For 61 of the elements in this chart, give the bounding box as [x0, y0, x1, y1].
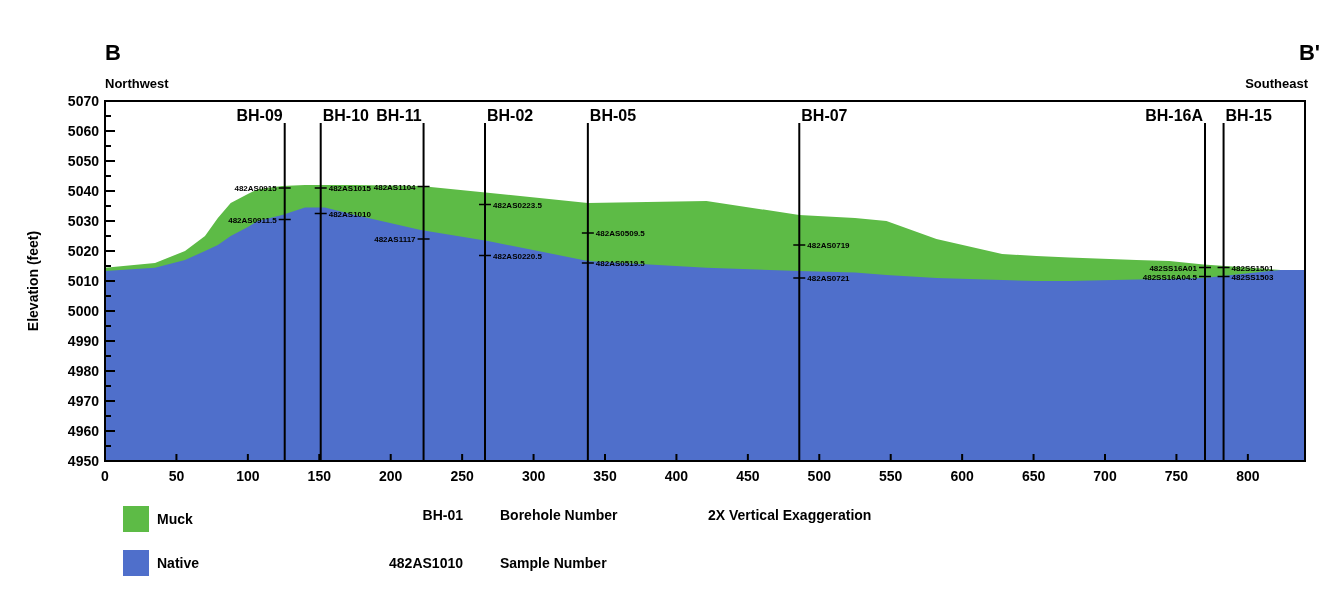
annotation: 482AS0220.5: [493, 251, 543, 261]
x-tick-label: 300: [521, 468, 546, 484]
y-tick-label: 5050: [67, 153, 100, 169]
text: 2X Vertical Exaggeration: [708, 507, 872, 523]
y-tick-label: 4970: [67, 393, 100, 409]
annotation: 482AS1015: [328, 184, 372, 193]
annotation: 482AS0915: [234, 184, 278, 193]
text: Northwest: [105, 76, 170, 91]
ref-line-label: BH-16A: [1145, 107, 1204, 124]
text: B': [1298, 40, 1320, 65]
annotation: 482AS0223.5: [493, 200, 543, 210]
y-tick-label: 4990: [67, 333, 100, 349]
ref-line-label: BH-10: [322, 107, 370, 124]
x-tick-label: 0: [101, 468, 110, 484]
text: BH-01: [422, 507, 464, 523]
annotation: 482AS0721: [807, 274, 851, 283]
ref-line-label: BH-09: [236, 107, 283, 124]
x-tick-label: 550: [879, 468, 903, 484]
x-tick-label: 100: [236, 468, 260, 484]
x-tick-label: 350: [593, 468, 617, 484]
x-tick-label: 600: [950, 468, 975, 484]
y-tick-label: 5060: [67, 123, 100, 139]
y-tick-label: 4960: [67, 423, 100, 439]
x-tick-label: 400: [664, 468, 689, 484]
legend-label: Native: [157, 555, 200, 571]
annotation: 482AS0719: [807, 241, 851, 250]
text: B: [105, 40, 121, 65]
y-tick-label: 5010: [67, 273, 100, 289]
x-tick-label: 500: [807, 468, 832, 484]
ref-line-label: BH-07: [801, 107, 848, 124]
x-tick-label: 450: [736, 468, 760, 484]
y-tick-label: 5070: [67, 93, 100, 109]
text: Southeast: [1245, 76, 1309, 91]
ref-line-label: BH-05: [589, 107, 637, 124]
annotation: 482AS0509.5: [595, 229, 646, 238]
y-tick-label: 4950: [67, 453, 100, 469]
x-tick-label: 800: [1236, 468, 1260, 484]
x-tick-label: 150: [307, 468, 332, 484]
y-axis-title: Elevation (feet): [25, 230, 41, 332]
x-tick-label: 650: [1021, 468, 1046, 484]
ref-line-label: BH-02: [487, 107, 534, 124]
annotation: 482AS1117: [374, 235, 417, 244]
legend-label: Muck: [157, 511, 193, 527]
y-tick-label: 5020: [67, 243, 100, 259]
y-tick-label: 5040: [67, 183, 100, 199]
x-tick-label: 750: [1164, 468, 1189, 484]
ref-line-label: BH-11: [376, 107, 422, 124]
y-tick-label: 4980: [67, 363, 100, 379]
y-tick-label: 5000: [67, 303, 100, 319]
annotation: 482AS1104: [373, 182, 417, 192]
annotation: 482SS16A01: [1149, 263, 1198, 273]
annotation: 482SS1503: [1231, 272, 1274, 282]
text: Sample Number: [500, 555, 608, 571]
ref-line-label: BH-15: [1225, 107, 1272, 124]
text: 482AS1010: [389, 555, 464, 571]
x-tick-label: 200: [379, 468, 403, 484]
x-tick-label: 700: [1093, 468, 1117, 484]
x-tick-label: 50: [168, 468, 185, 484]
text: Borehole Number: [500, 507, 619, 523]
x-tick-label: 250: [450, 468, 475, 484]
y-tick-label: 5030: [67, 213, 100, 229]
